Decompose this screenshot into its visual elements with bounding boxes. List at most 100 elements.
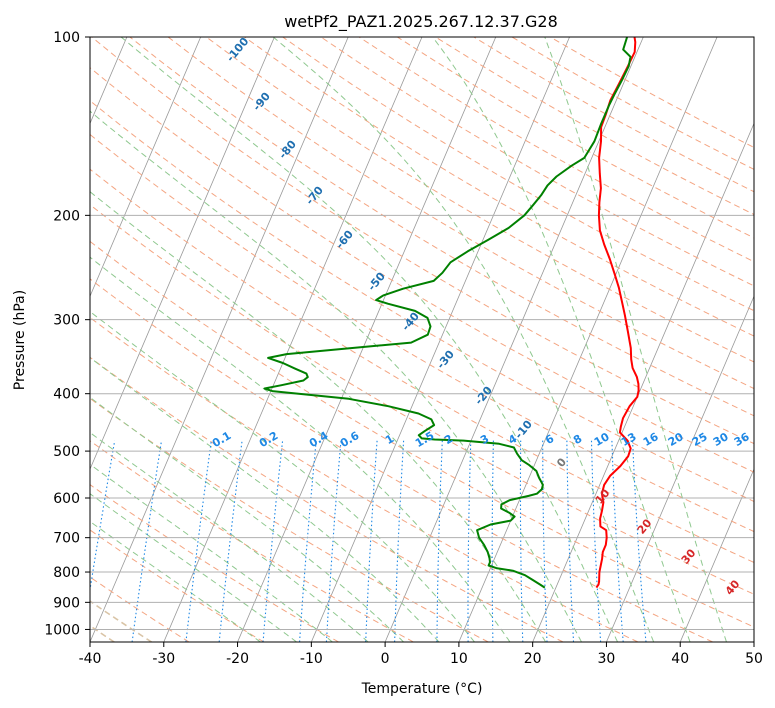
dry-adiabat-line: [90, 133, 754, 533]
mixing-ratio-line: [519, 440, 524, 642]
dry-adiabat-line: [244, 37, 754, 337]
background-lines: [90, 37, 754, 642]
x-tick-label: 40: [671, 651, 689, 667]
x-tick-label: -30: [152, 651, 175, 667]
mixing-ratio-line: [262, 440, 284, 642]
dry-adiabat-line: [90, 168, 754, 564]
mixing-ratio-line: [436, 440, 443, 642]
y-tick-label: 100: [53, 30, 80, 46]
moist-adiabat-label: 40: [723, 577, 743, 597]
mixing-ratio-label: 25: [690, 430, 710, 449]
mixing-ratio-label: 3: [478, 432, 491, 447]
mixing-ratio-line: [131, 440, 163, 642]
isotherm-line: [458, 37, 718, 642]
mixing-ratio-line: [218, 440, 243, 642]
dry-adiabat-line: [91, 37, 754, 445]
isotherm-line: [384, 37, 644, 642]
x-axis-ticks: -40 -30 -20 -10 0 10 20 30 40 50: [79, 642, 763, 667]
mixing-ratio-line: [394, 440, 405, 642]
moist-adiabat-label: 10: [593, 486, 613, 506]
mixing-ratio-label: 30: [711, 430, 731, 449]
y-tick-label: 400: [53, 387, 80, 403]
mixing-ratio-label: 16: [641, 430, 661, 449]
x-tick-label: 0: [381, 651, 390, 667]
y-tick-label: 600: [53, 491, 80, 507]
moist-adiabat-line: [90, 396, 404, 642]
dry-adiabat-label: -80: [276, 138, 299, 162]
dry-adiabat-line: [206, 37, 754, 363]
plot-frame: [89, 36, 755, 643]
dry-adiabat-line: [397, 37, 754, 239]
mixing-ratio-line: [611, 440, 624, 642]
moist-adiabat-line: [120, 37, 618, 642]
dry-adiabat-label: -60: [333, 228, 356, 252]
x-tick-label: 30: [598, 651, 616, 667]
mixing-ratio-line: [632, 440, 647, 642]
sounding-profiles: [263, 37, 640, 589]
dry-adiabat-line: [358, 37, 754, 263]
mixing-ratio-line: [467, 440, 472, 642]
dry-adiabat-label: -50: [365, 270, 388, 294]
y-tick-label: 300: [53, 313, 80, 329]
dry-adiabat-line: [90, 316, 639, 642]
mixing-ratio-label: 36: [732, 430, 752, 449]
moist-adiabat-line: [90, 463, 333, 642]
isotherm-line: [606, 295, 754, 642]
y-tick-label: 700: [53, 531, 80, 547]
x-axis-label: Temperature (°C): [361, 681, 483, 697]
dry-adiabat-line: [129, 37, 754, 417]
mixing-ratio-label: 6: [543, 432, 556, 447]
isotherm-line: [90, 37, 349, 642]
moist-adiabat-line: [90, 356, 440, 642]
moist-adiabat-line: [90, 520, 261, 642]
moist-adiabat-label: 30: [679, 546, 699, 566]
mixing-ratio-line: [185, 440, 212, 642]
x-tick-label: -40: [79, 651, 102, 667]
dry-adiabat-line: [549, 37, 754, 148]
y-axis-ticks: 100 200 300 400 500 600 700 800 900 1000: [44, 30, 90, 638]
mixing-ratio-label: 0.2: [257, 429, 280, 450]
x-tick-label: 10: [450, 651, 468, 667]
y-tick-label: 200: [53, 208, 80, 224]
isotherm-line: [237, 37, 497, 642]
dry-adiabat-line: [90, 576, 190, 642]
moist-adiabat-line: [90, 256, 511, 642]
mixing-ratio-line: [90, 440, 116, 594]
dry-adiabat-line: [90, 100, 754, 503]
dry-adiabat-line: [473, 37, 754, 193]
y-axis-label: Pressure (hPa): [12, 290, 28, 390]
mixing-ratio-line: [299, 440, 317, 642]
moist-adiabat-line: [90, 493, 297, 642]
isotherm-line: [753, 640, 754, 642]
isotherm-line: [90, 37, 275, 471]
y-tick-label: 900: [53, 595, 80, 611]
mixing-ratio-line: [542, 440, 548, 642]
dry-adiabat-line: [90, 529, 265, 642]
isotherm-line: [163, 37, 423, 642]
chart-title: wetPf2_PAZ1.2025.267.12.37.G28: [284, 12, 558, 32]
dry-adiabat-line: [90, 397, 489, 642]
y-tick-label: 1000: [44, 622, 80, 638]
isotherm-line: [679, 468, 754, 642]
mixing-ratio-label: 1.5: [413, 429, 436, 450]
mixing-ratio-label: 0.6: [338, 429, 362, 450]
dry-adiabat-line: [90, 356, 564, 642]
x-tick-label: 50: [745, 651, 763, 667]
x-tick-label: 20: [524, 651, 542, 667]
x-tick-label: -20: [226, 651, 249, 667]
mixing-ratio-label: 10: [592, 430, 612, 449]
moist-adiabat-line: [90, 310, 475, 642]
mixing-ratio-line: [325, 440, 342, 642]
adiabat-labels: -100-90-80-70-60-50-40-30-20-10010203040…: [210, 35, 752, 598]
dry-adiabat-label: -100: [224, 35, 252, 65]
mixing-ratio-line: [566, 440, 575, 642]
mixing-ratio-line: [365, 440, 378, 642]
mixing-ratio-line: [590, 440, 602, 642]
dry-adiabat-line: [90, 440, 414, 642]
dry-adiabat-line: [90, 240, 754, 628]
moist-adiabat-line: [90, 191, 547, 642]
isotherm-line: [532, 122, 754, 642]
moist-adiabat-line: [272, 37, 655, 642]
dry-adiabat-line: [282, 37, 754, 312]
